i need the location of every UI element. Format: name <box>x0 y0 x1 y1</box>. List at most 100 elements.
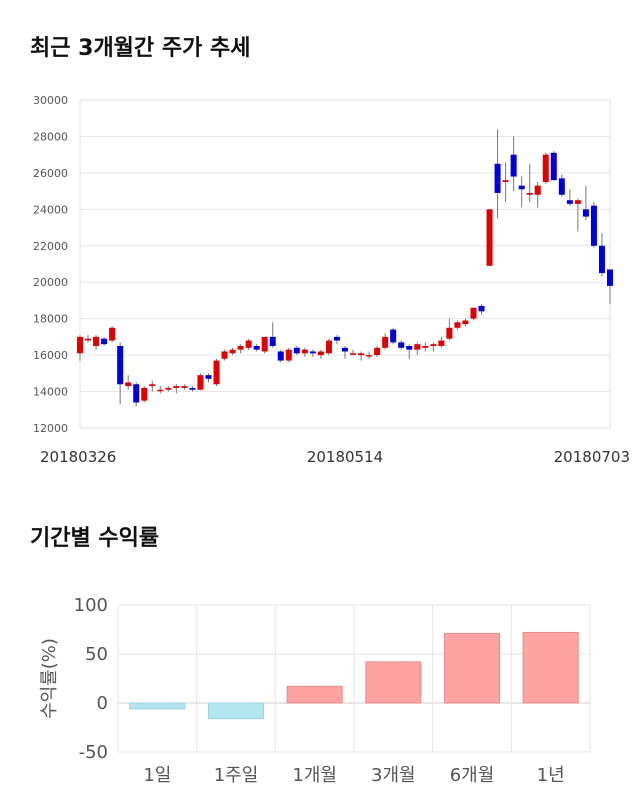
bar-6 <box>522 631 579 704</box>
candle-body <box>446 327 453 339</box>
candle-body <box>85 338 92 341</box>
trend-chart-title: 최근 3개월간 주가 추세 <box>30 36 251 61</box>
candle-body <box>462 320 469 325</box>
candle-body <box>229 349 236 354</box>
y-tick-label: 24000 <box>33 203 68 216</box>
x-tick-label: 20180326 <box>40 448 116 466</box>
candle-body <box>542 154 549 182</box>
candle-body <box>309 351 316 354</box>
bar-3 <box>286 685 343 704</box>
candle-body <box>205 375 212 379</box>
x-tick-label: 20180703 <box>554 448 630 466</box>
candle-body <box>526 192 533 195</box>
y-tick-label: 100 <box>74 595 108 616</box>
y-tick-label: 22000 <box>33 240 68 253</box>
candle-body <box>374 347 381 356</box>
candle-body <box>438 340 445 346</box>
candle-body <box>293 347 300 354</box>
candle-body <box>213 360 220 385</box>
candle-body <box>325 340 332 354</box>
candle-body <box>382 336 389 348</box>
candlestick-chart: 12000 14000 16000 18000 20000 22000 24000 26000… <box>33 94 630 466</box>
candle-body <box>277 351 284 361</box>
candle-body <box>478 305 485 312</box>
candle-body <box>165 387 172 390</box>
y-tick-label: 0 <box>97 693 108 714</box>
candle-body <box>582 209 589 217</box>
bar-4 <box>365 661 422 704</box>
y-tick-label: 26000 <box>33 167 68 180</box>
candle-body <box>173 386 180 388</box>
candle-body <box>566 200 573 204</box>
candle-body <box>221 351 228 359</box>
y-tick-label: -50 <box>79 742 108 763</box>
candle-body <box>398 342 405 348</box>
candle-body <box>534 185 541 195</box>
returns-chart-title: 기간별 수익률 <box>30 526 160 551</box>
candle-body <box>502 180 509 182</box>
candle-body <box>333 336 340 341</box>
y-tick-label: 28000 <box>33 130 68 143</box>
candle-body <box>117 346 124 385</box>
candle-body <box>607 269 613 286</box>
candle-body <box>430 344 437 346</box>
x-category-label: 1주일 <box>214 765 259 786</box>
candle-body <box>149 384 156 387</box>
x-tick-label: 20180514 <box>307 448 383 466</box>
candle-body <box>237 346 244 350</box>
candle-body <box>245 340 252 348</box>
candle-body <box>189 387 196 390</box>
candle-body <box>470 307 477 319</box>
candle-body <box>253 346 260 350</box>
candle-body <box>157 389 164 392</box>
candle-body <box>558 178 565 195</box>
candle-body <box>133 384 140 403</box>
candle-body <box>181 386 188 388</box>
candle-body <box>350 353 357 355</box>
y-tick-label: 50 <box>85 644 108 665</box>
candle-body <box>494 163 501 193</box>
candle-body <box>141 387 148 401</box>
x-category-label: 1년 <box>537 765 565 786</box>
candle-body <box>366 355 373 357</box>
candle-body <box>390 329 397 343</box>
candle-body <box>598 245 605 274</box>
y-tick-label: 30000 <box>33 94 68 107</box>
candle-body <box>358 353 365 356</box>
y-tick-label: 20000 <box>33 276 68 289</box>
candle-body <box>510 154 517 177</box>
candle-body <box>285 349 292 361</box>
x-category-label: 1개월 <box>292 765 337 786</box>
candle-body <box>261 336 268 352</box>
candle-body <box>93 336 100 346</box>
candle-body <box>269 336 276 346</box>
candle-body <box>101 338 108 345</box>
x-category-label: 3개월 <box>371 765 416 786</box>
bar-5 <box>443 632 501 704</box>
y-tick-label: 18000 <box>33 313 68 326</box>
bar-2 <box>207 702 265 720</box>
candle-body <box>486 209 493 266</box>
candle-body <box>406 346 413 350</box>
candle-body <box>574 200 581 204</box>
x-category-label: 6개월 <box>450 765 495 786</box>
candle-body <box>454 322 461 328</box>
candle-body <box>317 351 324 356</box>
candle-body <box>414 344 421 350</box>
candle-body <box>422 346 429 348</box>
y-tick-label: 12000 <box>33 422 68 435</box>
y-tick-label: 14000 <box>33 386 68 399</box>
y-axis-label: 수익률(%) <box>39 638 60 719</box>
y-tick-label: 16000 <box>33 349 68 362</box>
candle-body <box>197 375 204 390</box>
candle-body <box>77 336 83 354</box>
candle-body <box>125 382 132 387</box>
candle-body <box>590 205 597 246</box>
candle-body <box>342 347 348 352</box>
candle-body <box>550 152 557 181</box>
candle-body <box>109 327 116 341</box>
candle-body <box>518 185 525 190</box>
candle-body <box>301 349 308 354</box>
x-category-label: 1일 <box>143 765 171 786</box>
bar-1 <box>129 702 186 710</box>
